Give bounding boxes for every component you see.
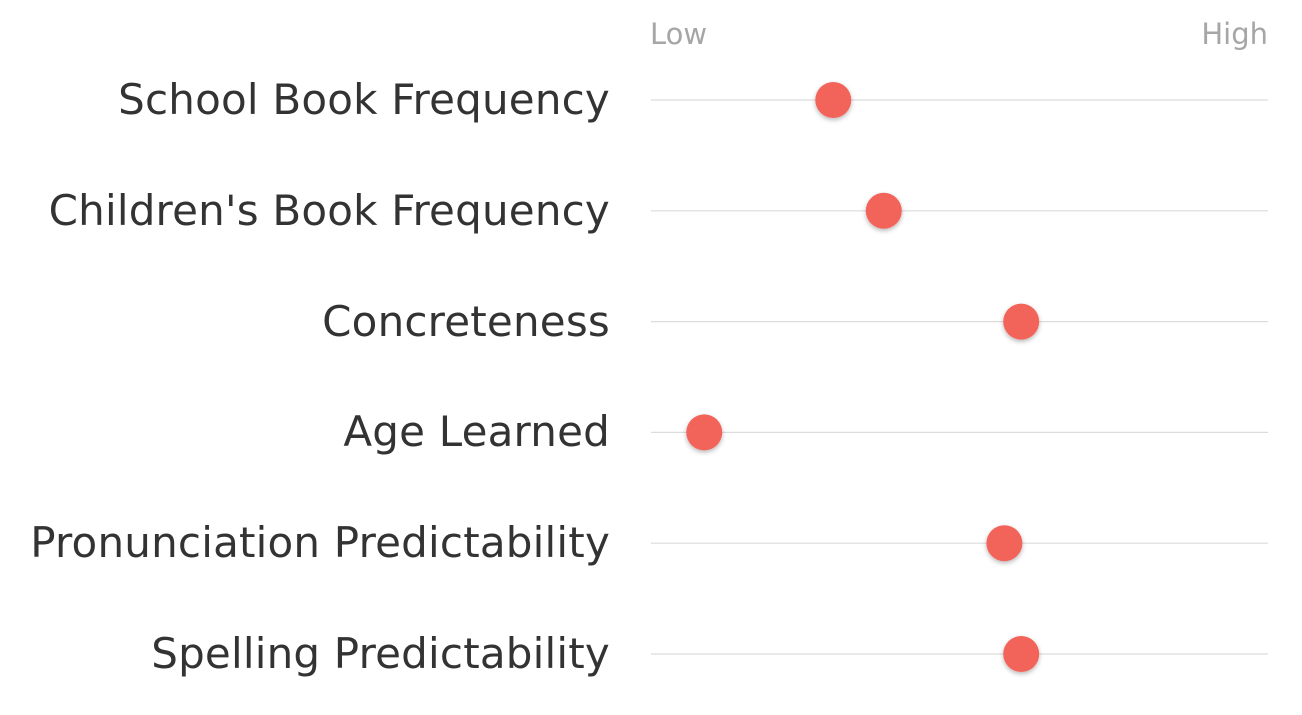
data-point xyxy=(815,82,852,118)
data-point xyxy=(686,414,723,451)
category-label: Age Learned xyxy=(343,407,610,457)
category-label: Concreteness xyxy=(322,296,610,346)
category-label: Children's Book Frequency xyxy=(48,185,610,235)
category-label: Spelling Predictability xyxy=(151,629,610,678)
gridlines xyxy=(651,99,1268,655)
data-points xyxy=(686,82,1040,672)
scale-low-label: Low xyxy=(650,17,708,51)
data-point xyxy=(986,525,1023,562)
data-point xyxy=(865,192,902,229)
data-point xyxy=(1003,303,1040,340)
data-point xyxy=(1003,636,1040,672)
category-label: Pronunciation Predictability xyxy=(30,518,610,568)
scale-high-label: High xyxy=(1201,17,1268,51)
category-label: School Book Frequency xyxy=(118,75,610,124)
